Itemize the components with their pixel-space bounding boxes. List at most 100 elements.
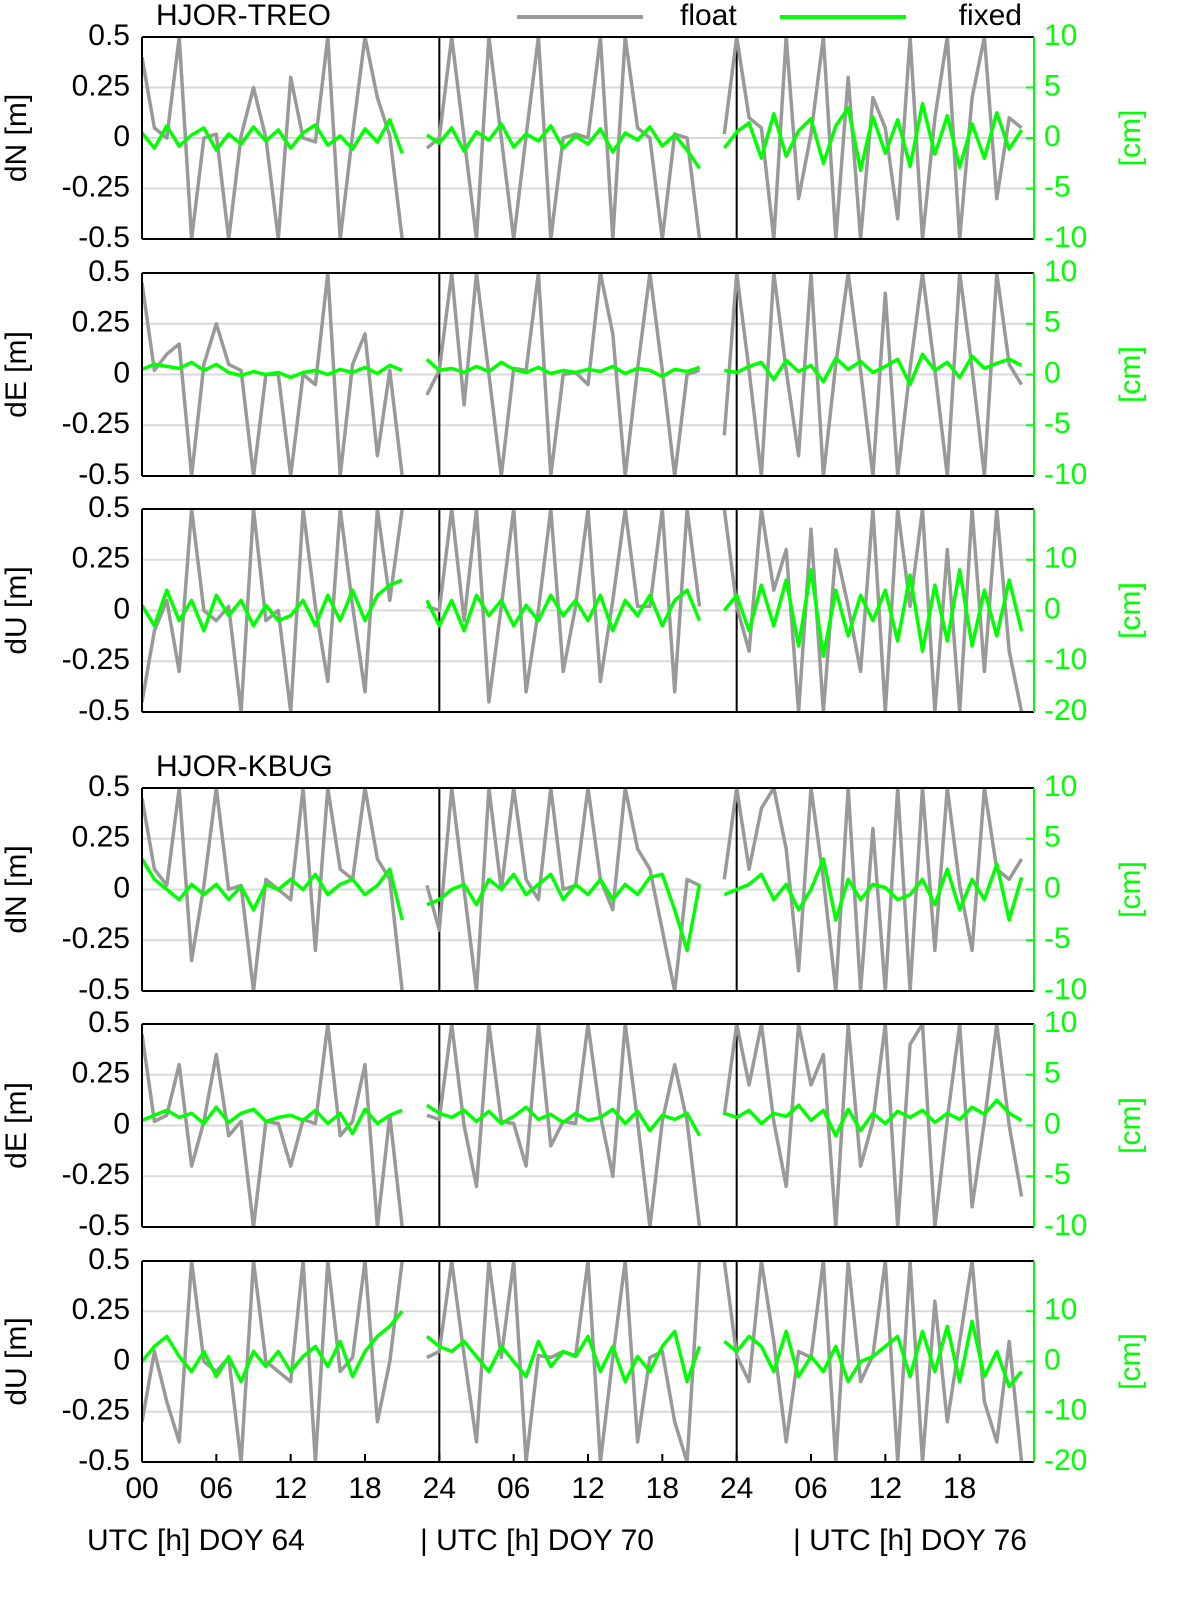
- x-axis-label: UTC [h] DOY 64: [87, 1524, 305, 1557]
- x-tick-label: 06: [794, 1472, 827, 1505]
- series-line: [142, 1098, 1023, 1138]
- y-tick-label: -0.25: [62, 922, 130, 955]
- y2-tick-label: 5: [1044, 69, 1061, 102]
- y2-tick-label: -10: [1044, 221, 1087, 254]
- series-line: [142, 857, 1024, 953]
- y-tick-label: 0: [113, 1343, 130, 1376]
- y-tick-label: -0.5: [78, 1209, 130, 1242]
- y2-tick-label: 5: [1044, 1057, 1061, 1090]
- lines: [142, 37, 1024, 239]
- y2-tick-label: -20: [1044, 1444, 1087, 1477]
- y2-axis-label: [cm]: [1114, 861, 1147, 918]
- y-axis-label: dU [m]: [0, 566, 33, 654]
- legend-label: fixed: [959, 0, 1022, 32]
- y-tick-label: 0: [113, 592, 130, 625]
- y-tick-label: -0.5: [78, 1444, 130, 1477]
- x-tick-label: 06: [497, 1472, 530, 1505]
- y-tick-label: -0.25: [62, 643, 130, 676]
- x-tick-label: 00: [125, 1472, 158, 1505]
- panel: 0.5 0.25 0 -0.25 -0.5 10 5 0 -5 -10 dE [m] [cm]: [0, 255, 1147, 491]
- y-axis-label: dU [m]: [0, 1317, 33, 1405]
- y2-tick-label: -10: [1044, 643, 1087, 676]
- series-line: [142, 1310, 1023, 1389]
- y2-tick-label: -5: [1044, 1158, 1071, 1191]
- y-tick-label: 0.5: [88, 255, 130, 288]
- y-tick-label: 0.25: [72, 306, 130, 339]
- y2-axis-label: [cm]: [1114, 110, 1147, 167]
- y2-tick-label: -20: [1044, 694, 1087, 727]
- y2-tick-label: -10: [1044, 458, 1087, 491]
- y-tick-label: -0.25: [62, 1394, 130, 1427]
- panel: 0.5 0.25 0 -0.25 -0.5 10 0 -10 -20 dU [m] [cm] 00 06…: [0, 1243, 1147, 1557]
- y-axis-label: dE [m]: [0, 331, 33, 418]
- x-tick-label: 24: [423, 1472, 456, 1505]
- y-tick-label: 0: [113, 356, 130, 389]
- series-line: [142, 101, 1024, 173]
- y2-tick-label: 0: [1044, 120, 1061, 153]
- y2-axis-label: [cm]: [1114, 582, 1147, 639]
- y2-tick-label: -10: [1044, 1394, 1087, 1427]
- y2-tick-label: -10: [1044, 973, 1087, 1006]
- y-axis-label: dN [m]: [0, 845, 33, 933]
- y2-tick-label: 10: [1044, 770, 1077, 803]
- panel: 0.5 0.25 0 -0.25 -0.5 10 5 0 -5 -10 dE [m] [cm]: [0, 1006, 1147, 1242]
- y-tick-label: 0.5: [88, 1243, 130, 1276]
- lines: [142, 509, 1024, 712]
- y2-tick-label: 10: [1044, 542, 1077, 575]
- x-tick-label: 24: [720, 1472, 753, 1505]
- panel-title: HJOR-KBUG: [156, 750, 333, 783]
- x-tick-label: 18: [348, 1472, 381, 1505]
- lines: [142, 1024, 1024, 1227]
- panel: 0.5 0.25 0 -0.25 -0.5 10 0 -10 -20 dU [m] [cm]: [0, 491, 1147, 727]
- lines: [142, 1261, 1024, 1462]
- x-tick-label: 12: [869, 1472, 902, 1505]
- panel-title: HJOR-TREO: [156, 0, 331, 32]
- y-tick-label: -0.5: [78, 973, 130, 1006]
- series-line: [142, 352, 1023, 387]
- x-tick-label: 18: [646, 1472, 679, 1505]
- y2-tick-label: 0: [1044, 871, 1061, 904]
- series-line: [142, 568, 1024, 658]
- y-tick-label: -0.25: [62, 1158, 130, 1191]
- y2-tick-label: -5: [1044, 407, 1071, 440]
- y-tick-label: 0: [113, 120, 130, 153]
- y-tick-label: 0.5: [88, 770, 130, 803]
- lines: [142, 788, 1024, 991]
- x-axis-label: | UTC [h] DOY 70: [420, 1524, 654, 1557]
- x-tick-label: 06: [200, 1472, 233, 1505]
- y2-axis-label: [cm]: [1114, 346, 1147, 403]
- y-tick-label: 0.5: [88, 1006, 130, 1039]
- y2-axis-label: [cm]: [1114, 1333, 1147, 1390]
- series-line: [142, 788, 1024, 991]
- y2-tick-label: 10: [1044, 255, 1077, 288]
- y2-tick-label: 5: [1044, 821, 1061, 854]
- y2-tick-label: 10: [1044, 1006, 1077, 1039]
- y2-axis-label: [cm]: [1114, 1097, 1147, 1154]
- x-tick-label: 12: [571, 1472, 604, 1505]
- series-line: [142, 37, 1023, 239]
- y-tick-label: 0.5: [88, 491, 130, 524]
- y-tick-label: 0: [113, 871, 130, 904]
- y2-tick-label: 0: [1044, 1343, 1061, 1376]
- y2-tick-label: -10: [1044, 1209, 1087, 1242]
- y-tick-label: 0.25: [72, 1293, 130, 1326]
- panel: 0.5 0.25 0 -0.25 -0.5 10 5 0 -5 -10 dN [m] [cm] HJOR…: [0, 0, 1147, 254]
- lines: [142, 273, 1024, 476]
- y2-tick-label: -5: [1044, 170, 1071, 203]
- y-tick-label: -0.25: [62, 407, 130, 440]
- y2-tick-label: 0: [1044, 356, 1061, 389]
- legend-label: float: [680, 0, 737, 32]
- panel: 0.5 0.25 0 -0.25 -0.5 10 5 0 -5 -10 dN [m] [cm] HJOR…: [0, 750, 1147, 1006]
- y-tick-label: 0: [113, 1107, 130, 1140]
- y2-tick-label: 0: [1044, 592, 1061, 625]
- y2-tick-label: 0: [1044, 1107, 1061, 1140]
- y-tick-label: -0.5: [78, 221, 130, 254]
- y-tick-label: 0.25: [72, 69, 130, 102]
- y-tick-label: -0.5: [78, 694, 130, 727]
- y-axis-label: dN [m]: [0, 94, 33, 182]
- y-tick-label: 0.5: [88, 19, 130, 52]
- y-tick-label: 0.25: [72, 542, 130, 575]
- y2-tick-label: -5: [1044, 922, 1071, 955]
- y-tick-label: -0.5: [78, 458, 130, 491]
